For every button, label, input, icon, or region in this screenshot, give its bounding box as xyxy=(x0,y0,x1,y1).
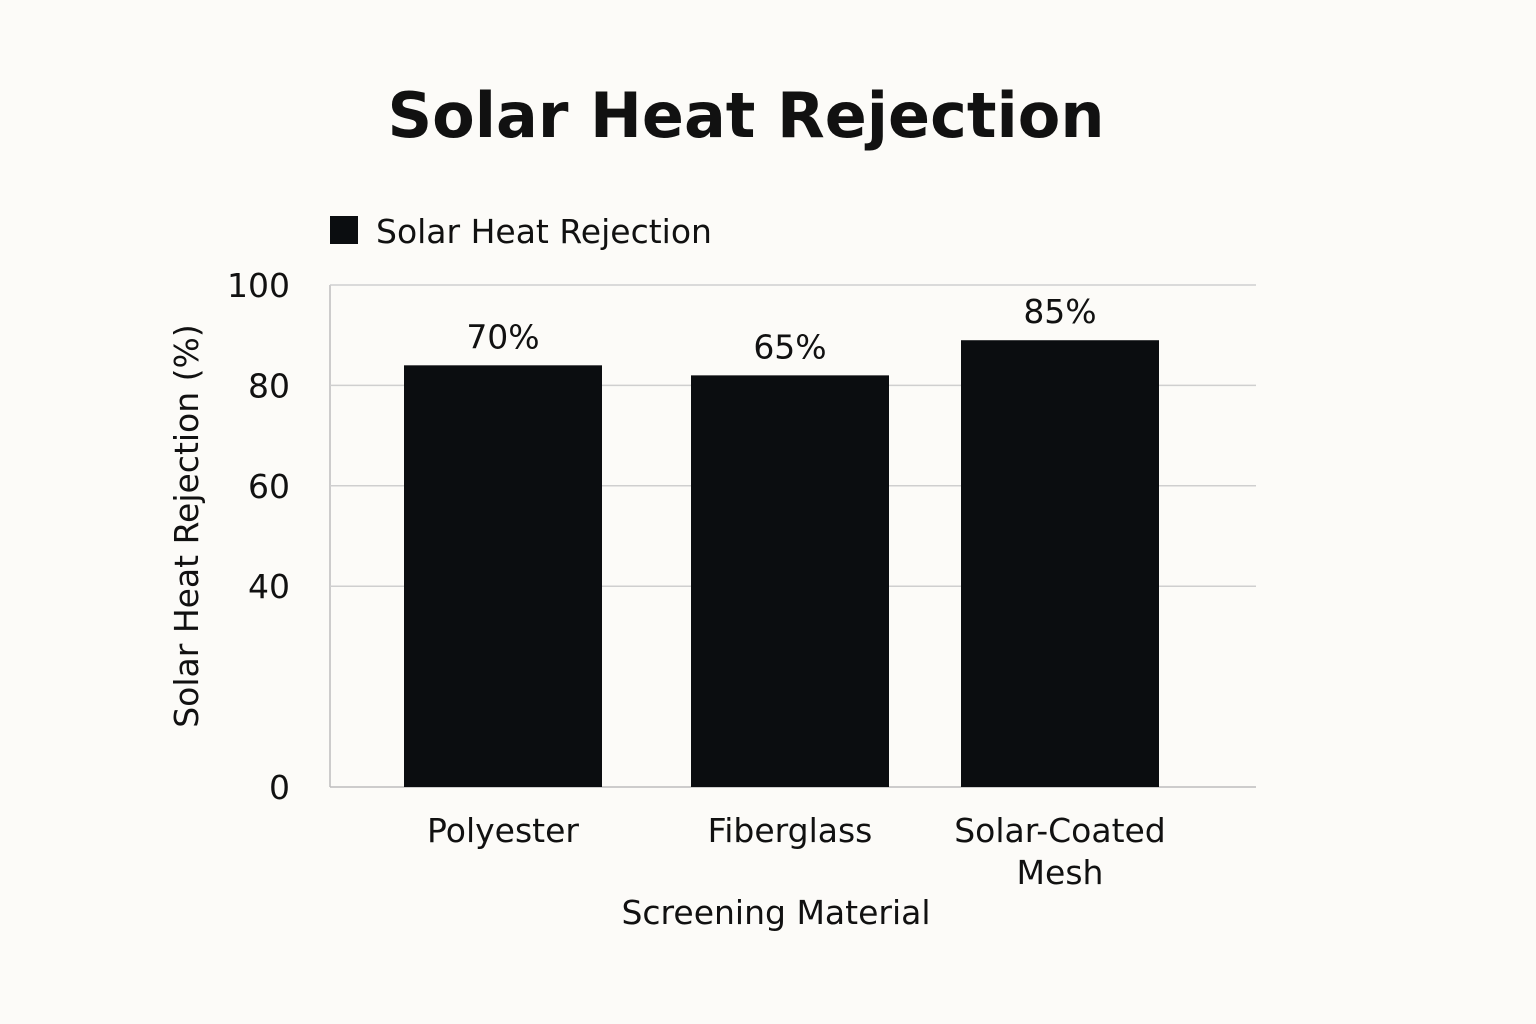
legend-swatch xyxy=(330,216,358,244)
y-tick-label: 80 xyxy=(248,366,290,405)
x-tick-label-line: Solar-Coated xyxy=(954,811,1166,850)
y-axis-label: Solar Heat Rejection (%) xyxy=(167,324,206,728)
bar xyxy=(961,340,1159,787)
y-tick-label: 40 xyxy=(248,567,290,606)
x-tick-label-line: Fiberglass xyxy=(708,811,873,850)
y-tick-label: 0 xyxy=(269,768,290,807)
bar-data-label: 70% xyxy=(466,317,539,356)
y-axis-ticks: 0 40 60 80 100 xyxy=(227,266,290,807)
x-tick-label-line: Polyester xyxy=(427,811,579,850)
legend-label: Solar Heat Rejection xyxy=(376,212,712,251)
bars: 70% 65% 85% xyxy=(404,292,1159,787)
y-tick-label: 60 xyxy=(248,467,290,506)
legend: Solar Heat Rejection xyxy=(330,212,712,251)
x-axis-label: Screening Material xyxy=(621,893,930,932)
bar xyxy=(404,365,602,787)
x-tick-label-line: Mesh xyxy=(1017,853,1104,892)
x-tick-label: Polyester xyxy=(427,811,579,850)
x-tick-label: Fiberglass xyxy=(708,811,873,850)
y-tick-label: 100 xyxy=(227,266,290,305)
bar-data-label: 65% xyxy=(753,327,826,366)
x-axis-ticks: Polyester Fiberglass Solar-Coated Mesh xyxy=(427,811,1166,892)
bar-data-label: 85% xyxy=(1023,292,1096,331)
x-tick-label: Solar-Coated Mesh xyxy=(954,811,1166,892)
chart-title: Solar Heat Rejection xyxy=(388,79,1105,152)
bar xyxy=(691,375,889,787)
